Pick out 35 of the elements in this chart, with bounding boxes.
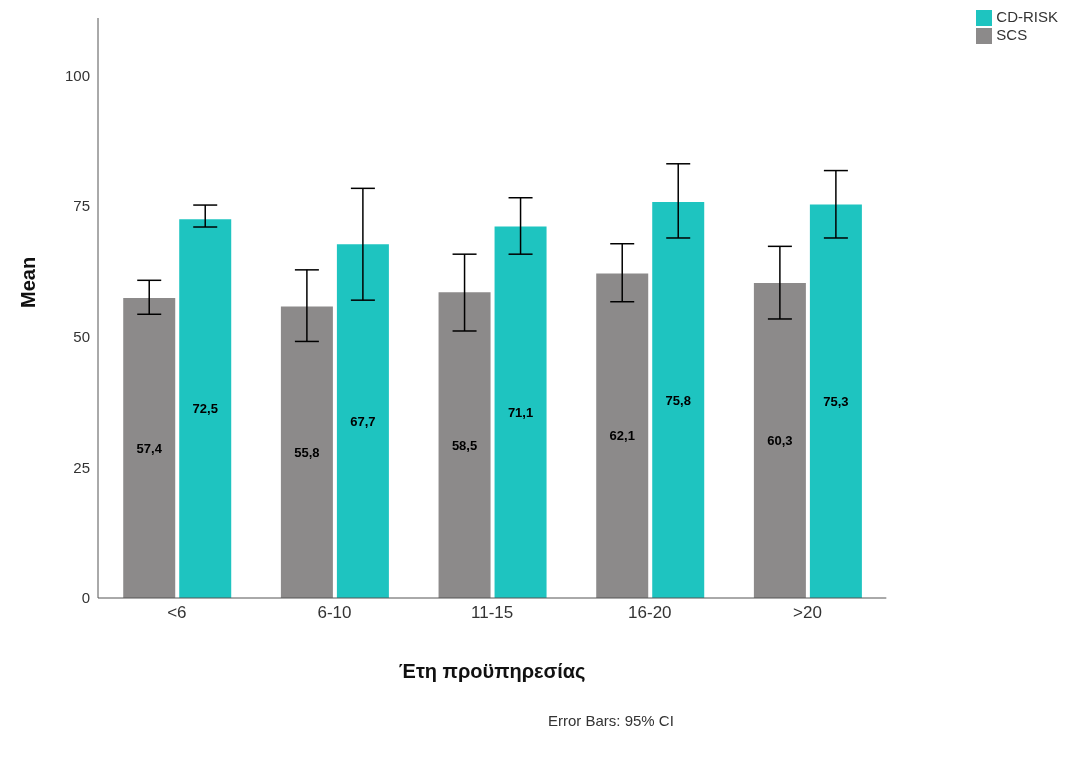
y-tick-label: 100	[64, 66, 90, 84]
data-label: 75,3	[823, 393, 849, 409]
bar	[596, 273, 649, 598]
data-label: 55,8	[294, 444, 320, 460]
bar	[179, 219, 232, 598]
y-tick-label: 50	[73, 328, 90, 346]
data-label: 72,5	[192, 401, 218, 417]
data-label: 57,4	[136, 440, 163, 456]
x-tick-label: 16-20	[628, 603, 672, 623]
data-label: 71,1	[507, 404, 534, 420]
bar	[652, 201, 705, 598]
bar	[494, 226, 547, 598]
bar	[336, 244, 389, 598]
y-tick-label: 75	[73, 197, 90, 215]
legend-label: CD-RISK	[996, 8, 1058, 25]
data-label: 62,1	[609, 428, 635, 444]
y-tick-label: 25	[73, 458, 90, 476]
data-label: 58,5	[451, 437, 478, 453]
data-label: 60,3	[767, 433, 793, 449]
text: Error Bars: 95% CI	[548, 712, 674, 729]
y-axis-title: Mean	[17, 256, 40, 308]
y-tick-label: 0	[81, 589, 90, 607]
bar	[438, 292, 491, 598]
bar	[280, 306, 333, 598]
data-label: 75,8	[665, 392, 691, 408]
x-axis-title: Έτη προϋπηρεσίας	[398, 660, 586, 682]
x-tick-label: <6	[167, 603, 187, 623]
x-tick-label: 11-15	[471, 603, 514, 623]
x-tick-label: 6-10	[317, 603, 352, 623]
legend-label: SCS	[996, 26, 1028, 44]
bar	[123, 298, 176, 598]
x-tick-label: >20	[793, 603, 822, 623]
data-label: 67,7	[350, 413, 376, 429]
bar	[809, 204, 862, 598]
bar	[753, 282, 806, 598]
